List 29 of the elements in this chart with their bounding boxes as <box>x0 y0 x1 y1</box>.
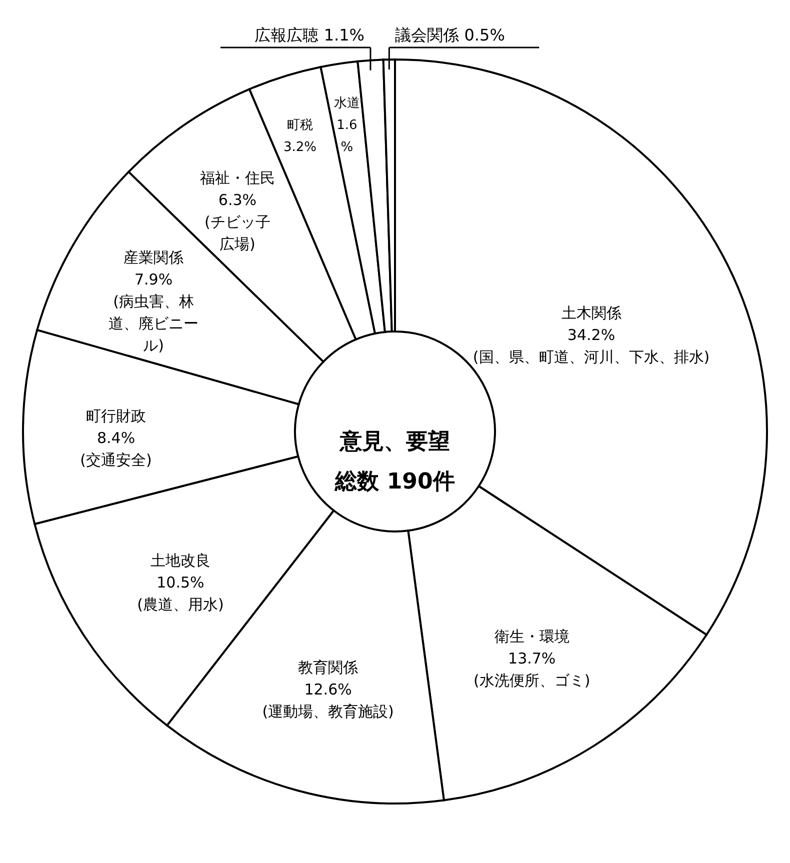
data-label: 1.6% <box>336 118 358 156</box>
slice-label: 町税 <box>286 118 313 134</box>
text: (病虫害、林道、廃ビニール) <box>108 292 199 355</box>
text: (チビッ子広場) <box>204 213 270 254</box>
text: (国、県、町道、河川、下水、排水) <box>472 348 710 366</box>
data-label: 7.9% <box>134 270 173 289</box>
slice-label: 土木関係 <box>561 304 622 322</box>
data-label: 34.2% <box>567 326 616 344</box>
data-label: 6.3% <box>218 191 257 210</box>
data-label: 3.2% <box>283 140 316 156</box>
text: 意見、要望 <box>339 428 450 454</box>
data-label: 8.4% <box>96 428 136 447</box>
text: (運動場、教育施設) <box>262 702 394 720</box>
text: (交通安全) <box>80 450 152 469</box>
slice-label: 町行財政 <box>86 406 146 425</box>
slice-label: 議会関係 0.5% <box>395 26 505 44</box>
text: (水洗便所、ゴミ) <box>473 672 590 690</box>
slice-label: 広報広聴 1.1% <box>254 26 364 44</box>
text: 総数 190件 <box>334 470 455 494</box>
slice-label: 教育関係 <box>298 658 358 676</box>
data-label: 13.7% <box>508 650 556 668</box>
slice-label: 水道 <box>334 96 360 112</box>
slice-label: 土地改良 <box>150 551 210 570</box>
slice-label: 衛生・環境 <box>494 628 570 646</box>
data-label: 10.5% <box>156 573 204 592</box>
text: (農道、用水) <box>137 595 224 614</box>
slice-label: 産業関係 <box>124 248 184 267</box>
data-label: 12.6% <box>304 680 352 698</box>
slice-label: 福祉・住民 <box>200 169 275 188</box>
